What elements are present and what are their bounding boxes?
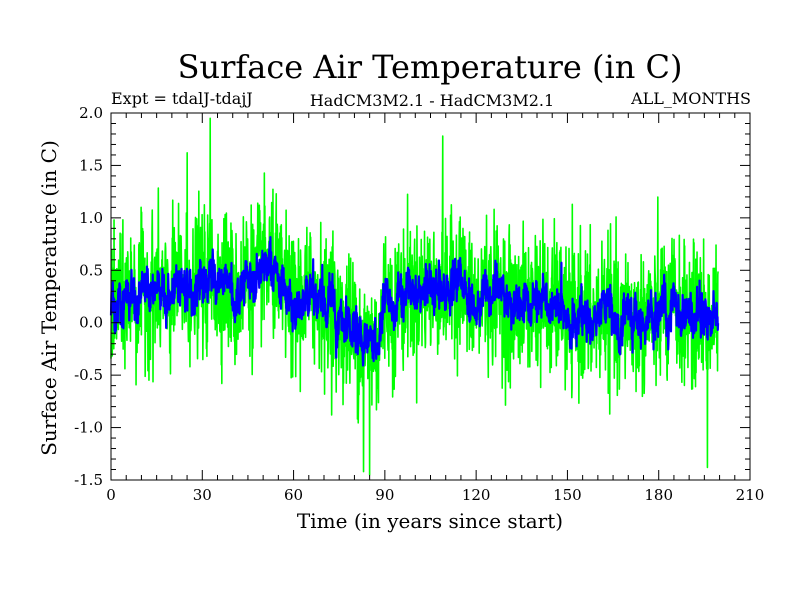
- y-axis-label: Surface Air Temperature (in C): [37, 140, 61, 456]
- x-tick-label: 210: [736, 486, 765, 504]
- series-layer: [109, 117, 720, 476]
- y-tick-label: 0.0: [79, 314, 103, 332]
- subtitle-left: Expt = tdalJ-tdajJ: [111, 89, 253, 108]
- y-tick-label: 2.0: [79, 104, 103, 122]
- chart-title: Surface Air Temperature (in C): [178, 48, 683, 86]
- x-tick-label: 30: [193, 486, 212, 504]
- y-tick-label: 1.0: [79, 209, 103, 227]
- y-tick-label: -0.5: [74, 366, 103, 384]
- y-tick-label: -1.5: [74, 471, 103, 489]
- x-axis-label: Time (in years since start): [297, 509, 563, 533]
- x-tick-label: 90: [375, 486, 394, 504]
- x-tick-label: 60: [284, 486, 303, 504]
- subtitle-center: HadCM3M2.1 - HadCM3M2.1: [310, 91, 554, 110]
- x-tick-label: 120: [462, 486, 491, 504]
- y-tick-label: 1.5: [79, 156, 103, 174]
- series-line-smoothed: [109, 235, 720, 367]
- x-tick-label: 150: [553, 486, 582, 504]
- x-tick-label: 0: [106, 486, 116, 504]
- subtitle-right: ALL_MONTHS: [630, 89, 751, 108]
- y-tick-label: -1.0: [74, 419, 103, 437]
- axis-layer: 0 30 60 90 120 150 180 210 -1.5 -1.0 -0.5 0.0 0.5 1.0…: [74, 104, 764, 504]
- y-tick-label: 0.5: [79, 261, 103, 279]
- x-tick-label: 180: [644, 486, 673, 504]
